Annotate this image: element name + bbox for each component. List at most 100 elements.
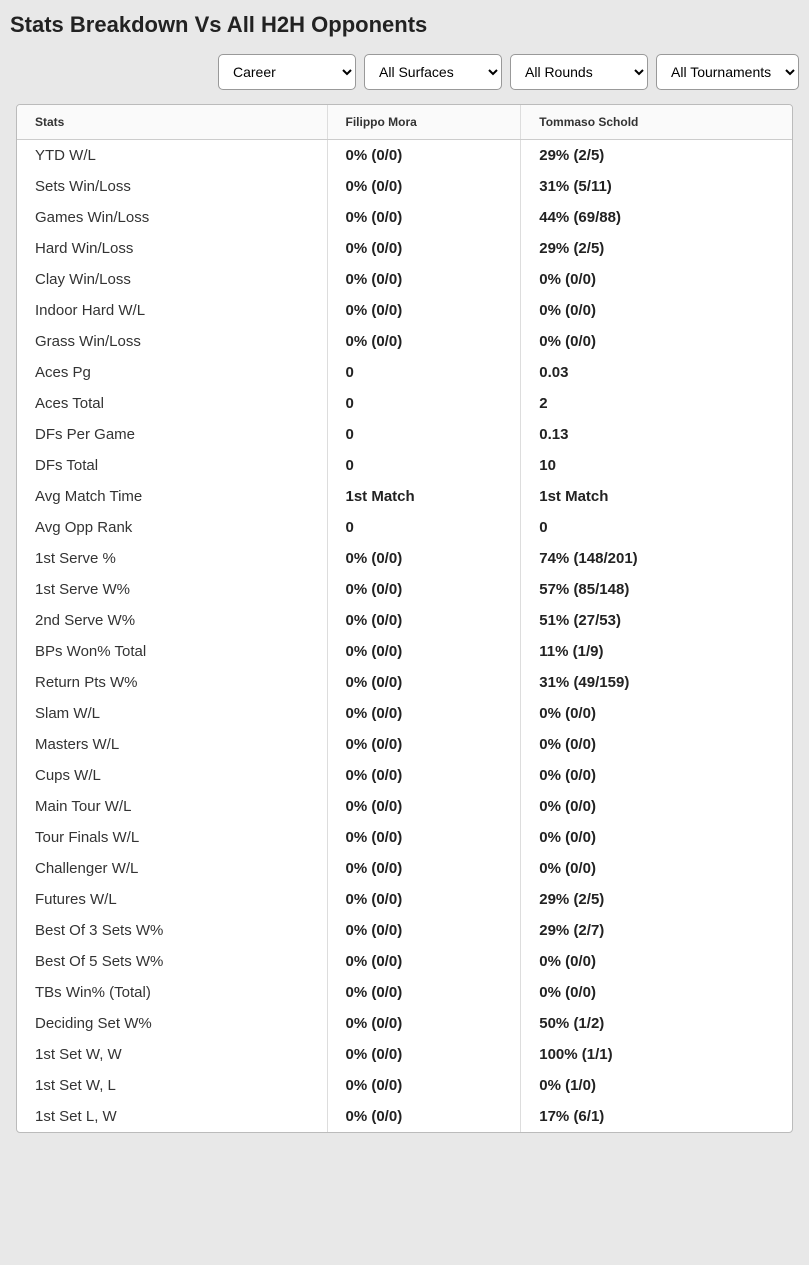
- stat-player2-value: 51% (27/53): [521, 605, 792, 636]
- table-row: 1st Set L, W0% (0/0)17% (6/1): [17, 1101, 792, 1132]
- stat-label: Hard Win/Loss: [17, 233, 327, 264]
- stat-player2-value: 10: [521, 450, 792, 481]
- filters-row: Career All Surfaces All Rounds All Tourn…: [0, 46, 809, 104]
- stat-player2-value: 31% (49/159): [521, 667, 792, 698]
- stats-table: Stats Filippo Mora Tommaso Schold YTD W/…: [17, 105, 792, 1132]
- stat-player1-value: 0% (0/0): [327, 233, 521, 264]
- stat-label: DFs Total: [17, 450, 327, 481]
- stat-label: 2nd Serve W%: [17, 605, 327, 636]
- table-row: Avg Opp Rank00: [17, 512, 792, 543]
- stat-player1-value: 0% (0/0): [327, 1008, 521, 1039]
- stat-player1-value: 0% (0/0): [327, 698, 521, 729]
- stat-player2-value: 0% (0/0): [521, 853, 792, 884]
- table-row: 1st Set W, L0% (0/0)0% (1/0): [17, 1070, 792, 1101]
- stat-player1-value: 0% (0/0): [327, 1070, 521, 1101]
- table-row: TBs Win% (Total)0% (0/0)0% (0/0): [17, 977, 792, 1008]
- table-row: Tour Finals W/L0% (0/0)0% (0/0): [17, 822, 792, 853]
- stat-player2-value: 29% (2/7): [521, 915, 792, 946]
- stat-label: TBs Win% (Total): [17, 977, 327, 1008]
- stat-player2-value: 44% (69/88): [521, 202, 792, 233]
- page-title: Stats Breakdown Vs All H2H Opponents: [0, 0, 809, 46]
- table-row: Best Of 5 Sets W%0% (0/0)0% (0/0): [17, 946, 792, 977]
- stat-player2-value: 0% (1/0): [521, 1070, 792, 1101]
- stat-player1-value: 0% (0/0): [327, 326, 521, 357]
- stat-player1-value: 0% (0/0): [327, 884, 521, 915]
- stat-label: Best Of 3 Sets W%: [17, 915, 327, 946]
- stat-player1-value: 0% (0/0): [327, 977, 521, 1008]
- stat-label: Clay Win/Loss: [17, 264, 327, 295]
- stat-player2-value: 0.13: [521, 419, 792, 450]
- stat-label: 1st Set L, W: [17, 1101, 327, 1132]
- stat-label: Avg Match Time: [17, 481, 327, 512]
- stat-player1-value: 0% (0/0): [327, 791, 521, 822]
- stat-player1-value: 0% (0/0): [327, 264, 521, 295]
- stat-player1-value: 0% (0/0): [327, 543, 521, 574]
- round-select[interactable]: All Rounds: [510, 54, 648, 90]
- surface-select[interactable]: All Surfaces: [364, 54, 502, 90]
- stat-player2-value: 0% (0/0): [521, 946, 792, 977]
- table-row: Aces Total02: [17, 388, 792, 419]
- stat-label: Cups W/L: [17, 760, 327, 791]
- stat-player1-value: 0: [327, 357, 521, 388]
- header-player2: Tommaso Schold: [521, 105, 792, 140]
- table-row: Main Tour W/L0% (0/0)0% (0/0): [17, 791, 792, 822]
- table-row: BPs Won% Total0% (0/0)11% (1/9): [17, 636, 792, 667]
- table-row: Deciding Set W%0% (0/0)50% (1/2): [17, 1008, 792, 1039]
- table-row: 1st Serve %0% (0/0)74% (148/201): [17, 543, 792, 574]
- stat-label: Slam W/L: [17, 698, 327, 729]
- table-row: Slam W/L0% (0/0)0% (0/0): [17, 698, 792, 729]
- stat-player1-value: 0: [327, 388, 521, 419]
- stat-player2-value: 1st Match: [521, 481, 792, 512]
- stats-table-container: Stats Filippo Mora Tommaso Schold YTD W/…: [16, 104, 793, 1133]
- table-row: Return Pts W%0% (0/0)31% (49/159): [17, 667, 792, 698]
- stat-player1-value: 0% (0/0): [327, 853, 521, 884]
- stat-label: Return Pts W%: [17, 667, 327, 698]
- stat-player1-value: 0% (0/0): [327, 1101, 521, 1132]
- stat-label: 1st Serve %: [17, 543, 327, 574]
- tournament-select[interactable]: All Tournaments: [656, 54, 799, 90]
- table-row: 2nd Serve W%0% (0/0)51% (27/53): [17, 605, 792, 636]
- stat-player1-value: 0% (0/0): [327, 667, 521, 698]
- stat-player2-value: 29% (2/5): [521, 233, 792, 264]
- stat-player1-value: 0% (0/0): [327, 915, 521, 946]
- stat-label: Challenger W/L: [17, 853, 327, 884]
- period-select[interactable]: Career: [218, 54, 356, 90]
- table-row: 1st Set W, W0% (0/0)100% (1/1): [17, 1039, 792, 1070]
- stat-label: YTD W/L: [17, 140, 327, 172]
- stat-label: Masters W/L: [17, 729, 327, 760]
- table-row: Hard Win/Loss0% (0/0)29% (2/5): [17, 233, 792, 264]
- stat-player2-value: 0% (0/0): [521, 760, 792, 791]
- stat-player1-value: 0% (0/0): [327, 1039, 521, 1070]
- stat-player2-value: 0: [521, 512, 792, 543]
- table-row: Challenger W/L0% (0/0)0% (0/0): [17, 853, 792, 884]
- stat-player1-value: 0% (0/0): [327, 202, 521, 233]
- stat-player2-value: 0% (0/0): [521, 822, 792, 853]
- header-player1: Filippo Mora: [327, 105, 521, 140]
- stat-player1-value: 0: [327, 512, 521, 543]
- stat-player2-value: 0.03: [521, 357, 792, 388]
- stat-label: Sets Win/Loss: [17, 171, 327, 202]
- stat-player2-value: 29% (2/5): [521, 140, 792, 172]
- stat-player1-value: 0% (0/0): [327, 760, 521, 791]
- table-row: DFs Total010: [17, 450, 792, 481]
- stat-player1-value: 0: [327, 419, 521, 450]
- stat-label: Deciding Set W%: [17, 1008, 327, 1039]
- table-row: Indoor Hard W/L0% (0/0)0% (0/0): [17, 295, 792, 326]
- stat-label: DFs Per Game: [17, 419, 327, 450]
- stat-player1-value: 0: [327, 450, 521, 481]
- stat-player2-value: 50% (1/2): [521, 1008, 792, 1039]
- stat-label: Best Of 5 Sets W%: [17, 946, 327, 977]
- stat-player1-value: 0% (0/0): [327, 946, 521, 977]
- stat-label: Futures W/L: [17, 884, 327, 915]
- stat-label: Aces Total: [17, 388, 327, 419]
- stat-player1-value: 0% (0/0): [327, 140, 521, 172]
- table-row: Masters W/L0% (0/0)0% (0/0): [17, 729, 792, 760]
- stat-label: 1st Set W, L: [17, 1070, 327, 1101]
- stat-player2-value: 57% (85/148): [521, 574, 792, 605]
- stat-player2-value: 17% (6/1): [521, 1101, 792, 1132]
- stat-label: 1st Serve W%: [17, 574, 327, 605]
- table-row: Aces Pg00.03: [17, 357, 792, 388]
- stat-player1-value: 0% (0/0): [327, 295, 521, 326]
- stat-label: Tour Finals W/L: [17, 822, 327, 853]
- stat-player2-value: 0% (0/0): [521, 264, 792, 295]
